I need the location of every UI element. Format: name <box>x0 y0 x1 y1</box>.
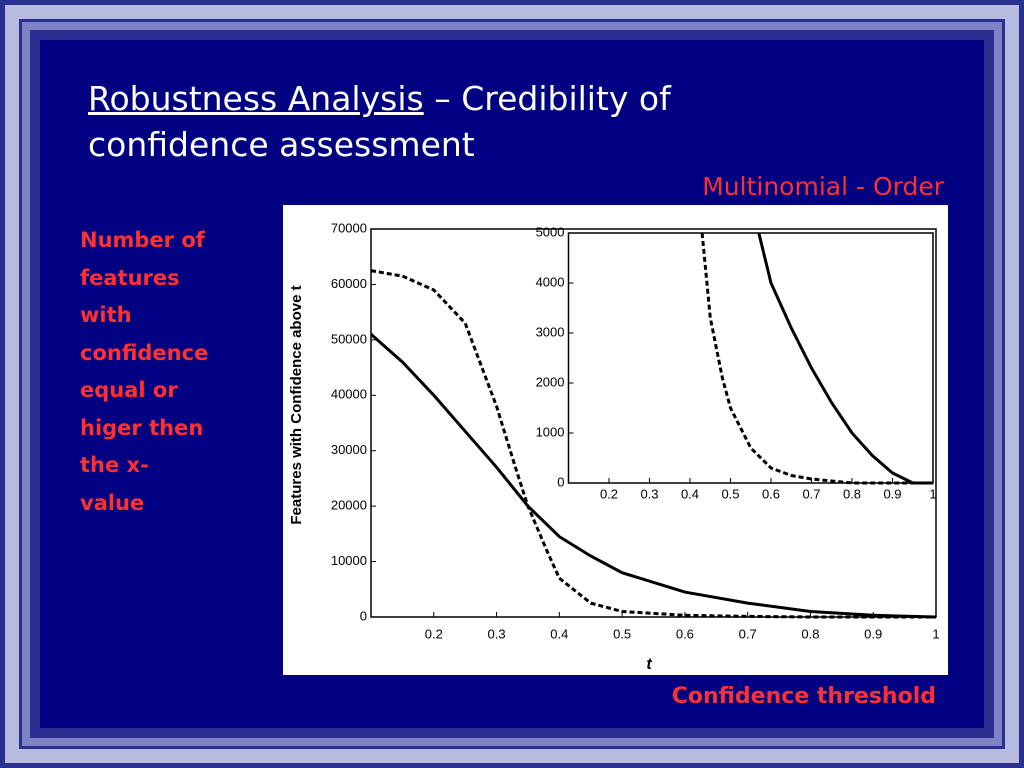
x-tick-label: 0.5 <box>721 486 739 501</box>
x-tick-label: 1 <box>932 626 939 641</box>
side-note-line: equal or <box>80 378 178 402</box>
side-note-line: value <box>80 490 145 515</box>
y-tick-label: 70000 <box>331 220 367 235</box>
plot-panel <box>283 205 948 675</box>
y-tick-label: 5000 <box>536 224 565 239</box>
frame-inner-band <box>22 22 1002 746</box>
y-tick-label: 10000 <box>331 553 367 568</box>
side-note-line: confidence <box>80 340 209 365</box>
y-tick-label: 2000 <box>536 374 565 389</box>
y-tick-label: 0 <box>360 608 367 623</box>
y-tick-label: 40000 <box>331 387 367 402</box>
y-tick-label: 50000 <box>331 331 367 346</box>
x-axis-label: t <box>646 656 652 673</box>
series-line <box>757 232 933 485</box>
y-tick-label: 4000 <box>536 274 565 289</box>
series-line <box>700 232 933 485</box>
x-tick-label: 0.2 <box>425 626 443 641</box>
series-line <box>370 269 936 619</box>
series-line <box>370 333 937 619</box>
side-note-line: features <box>80 265 180 290</box>
axes-box <box>370 228 937 618</box>
y-tick-label: 20000 <box>331 498 367 513</box>
x-tick-label: 0.4 <box>550 626 568 641</box>
side-note-line: with <box>80 303 132 327</box>
x-tick-label: 0.3 <box>488 626 506 641</box>
y-tick-label: 0 <box>557 474 564 489</box>
y-axis-label: Features with Confidence above t <box>288 285 305 524</box>
frame-band <box>5 5 1019 763</box>
x-tick-label: 0.6 <box>676 626 694 641</box>
y-tick-label: 1000 <box>536 424 565 439</box>
x-tick-label: 0.7 <box>739 626 757 641</box>
side-note: Number of features with confidence equal or h… <box>80 222 208 522</box>
title-rest: – Credibility of confidence assessment <box>88 79 671 164</box>
caption: Confidence threshold <box>671 684 936 709</box>
x-tick-label: 0.9 <box>864 626 882 641</box>
x-tick-label: 0.7 <box>802 486 820 501</box>
side-note-line: the x- <box>80 453 149 477</box>
side-note-line: Number of <box>80 228 205 252</box>
y-tick-label: 30000 <box>331 442 367 457</box>
x-tick-label: 0.4 <box>681 486 699 501</box>
chart-heading: Multinomial - Order <box>702 172 944 201</box>
x-tick-label: 0.5 <box>613 626 631 641</box>
axes-box <box>567 232 934 484</box>
x-tick-label: 1 <box>929 486 936 501</box>
title-underlined: Robustness Analysis <box>88 79 424 118</box>
y-tick-label: 60000 <box>331 276 367 291</box>
x-tick-label: 0.2 <box>600 486 618 501</box>
x-tick-label: 0.3 <box>640 486 658 501</box>
x-tick-label: 0.9 <box>883 486 901 501</box>
x-tick-label: 0.6 <box>762 486 780 501</box>
x-tick-label: 0.8 <box>843 486 861 501</box>
y-tick-label: 3000 <box>536 324 565 339</box>
side-note-line: higer then <box>80 415 204 440</box>
x-tick-label: 0.8 <box>801 626 819 641</box>
slide-title: Robustness Analysis – Credibility of con… <box>88 76 778 168</box>
